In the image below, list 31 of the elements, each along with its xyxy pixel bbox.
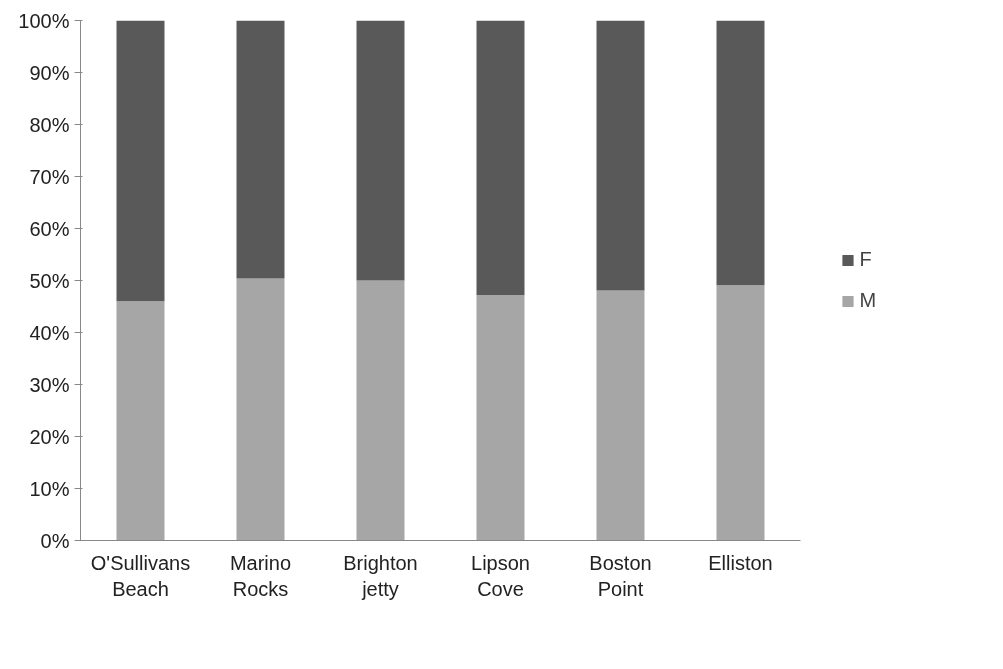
legend-label: F	[859, 248, 873, 271]
bar	[596, 20, 645, 291]
y-tick-label: 80%	[29, 113, 70, 136]
y-tick-label: 70%	[29, 165, 70, 188]
x-tick-label: Boston Point	[589, 551, 652, 600]
bar	[116, 20, 165, 302]
x-tick-label: Brighton jetty	[343, 551, 418, 600]
bar	[116, 301, 165, 541]
bar	[236, 20, 285, 279]
y-tick-label: 10%	[29, 477, 70, 500]
x-tick-label: Marino Rocks	[229, 551, 292, 600]
y-tick-label: 0%	[40, 529, 70, 552]
y-tick-label: 90%	[29, 61, 70, 84]
y-tick-label: 50%	[29, 269, 70, 292]
y-tick-label: 40%	[29, 321, 70, 344]
x-tick-label: O'Sullivans Beach	[90, 551, 191, 600]
y-tick-label: 20%	[29, 425, 70, 448]
y-tick-label: 60%	[29, 217, 70, 240]
bar	[356, 280, 405, 541]
y-tick-label: 30%	[29, 373, 70, 396]
bar	[476, 20, 525, 296]
bar	[596, 290, 645, 541]
legend-label: M	[859, 289, 878, 312]
bar	[356, 20, 405, 281]
x-tick-label: Elliston	[708, 551, 773, 574]
bar	[476, 295, 525, 541]
x-tick-label: Lipson Cove	[471, 551, 530, 600]
y-tick-label: 100%	[18, 9, 70, 32]
bar	[236, 278, 285, 541]
bar	[716, 285, 765, 541]
bar	[716, 20, 765, 286]
